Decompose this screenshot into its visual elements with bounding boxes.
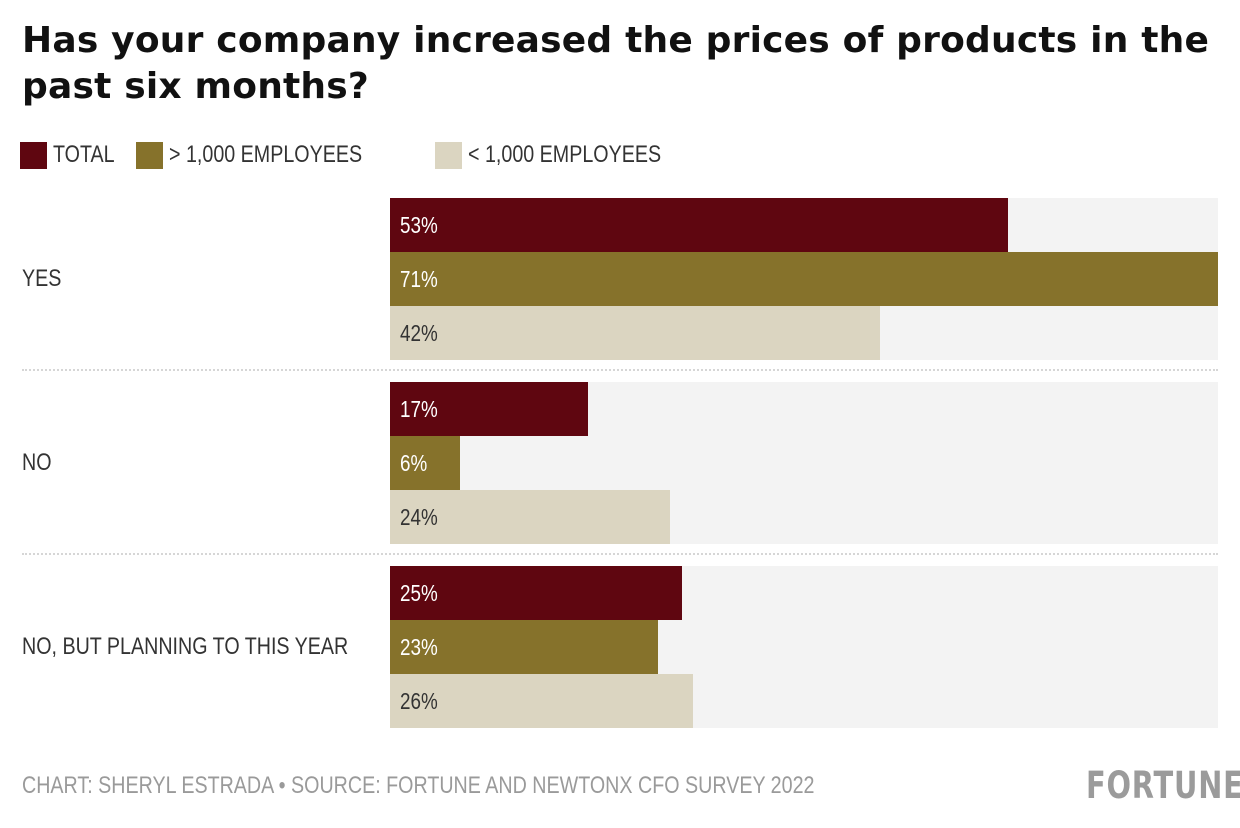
legend-item-small-companies: < 1,000 EMPLOYEES [434, 141, 703, 169]
bar-no-1-000-employees [390, 436, 460, 490]
category-label-text: NO, BUT PLANNING TO THIS YEAR [22, 633, 349, 660]
footer-credit: CHART: SHERYL ESTRADA • SOURCE: FORTUNE … [22, 772, 988, 800]
bar-yes-1-000-employees [390, 252, 1218, 306]
legend-swatch-total [20, 141, 47, 169]
bar-yes-total [390, 198, 1008, 252]
data-label: 6% [400, 436, 433, 490]
fortune-logo: FORTUNE [1086, 764, 1240, 807]
group-divider [22, 369, 1218, 371]
data-label-text: 53% [400, 212, 438, 238]
legend-label-small-companies: < 1,000 EMPLOYEES [467, 141, 661, 168]
data-label-text: 17% [400, 396, 438, 422]
bar-no-but-planning-to-this-year-total [390, 566, 682, 620]
data-label: 26% [400, 674, 446, 728]
category-label-text: NO [22, 449, 52, 476]
category-label-text: YES [22, 265, 62, 292]
data-label-text: 25% [400, 580, 438, 606]
data-label-text: 6% [400, 450, 428, 476]
legend-swatch-small-companies [434, 141, 462, 169]
data-label: 25% [400, 566, 446, 620]
bar-no-but-planning-to-this-year-1-000-employees [390, 620, 658, 674]
legend: TOTAL > 1,000 EMPLOYEES < 1,000 EMPLOYEE… [20, 140, 725, 170]
data-label-text: 71% [400, 266, 438, 292]
data-label: 23% [400, 620, 446, 674]
legend-label-total: TOTAL [53, 141, 115, 168]
legend-item-total: TOTAL [20, 141, 128, 169]
data-label: 71% [400, 252, 446, 306]
data-label-text: 42% [400, 320, 438, 346]
credit-text: CHART: SHERYL ESTRADA • SOURCE: FORTUNE … [22, 772, 815, 799]
legend-label-large-companies: > 1,000 EMPLOYEES [169, 141, 363, 168]
data-label-text: 26% [400, 688, 438, 714]
group-divider [22, 553, 1218, 555]
category-label-yes: YES [22, 265, 70, 293]
data-label: 42% [400, 306, 446, 360]
data-label: 24% [400, 490, 446, 544]
legend-item-large-companies: > 1,000 EMPLOYEES [136, 141, 404, 169]
data-label: 17% [400, 382, 446, 436]
data-label-text: 24% [400, 504, 438, 530]
chart-title: Has your company increased the prices of… [22, 20, 1210, 107]
logo-text: FORTUNE [1086, 764, 1240, 807]
bar-no-but-planning-to-this-year-1-000-employees [390, 674, 693, 728]
legend-swatch-large-companies [136, 141, 164, 169]
category-label-no: NO [22, 449, 58, 477]
bar-no-1-000-employees [390, 490, 670, 544]
bar-yes-1-000-employees [390, 306, 880, 360]
bar-no-total [390, 382, 588, 436]
data-label: 53% [400, 198, 446, 252]
category-label-no-but-planning-to-this-year: NO, BUT PLANNING TO THIS YEAR [22, 633, 420, 661]
data-label-text: 23% [400, 634, 438, 660]
